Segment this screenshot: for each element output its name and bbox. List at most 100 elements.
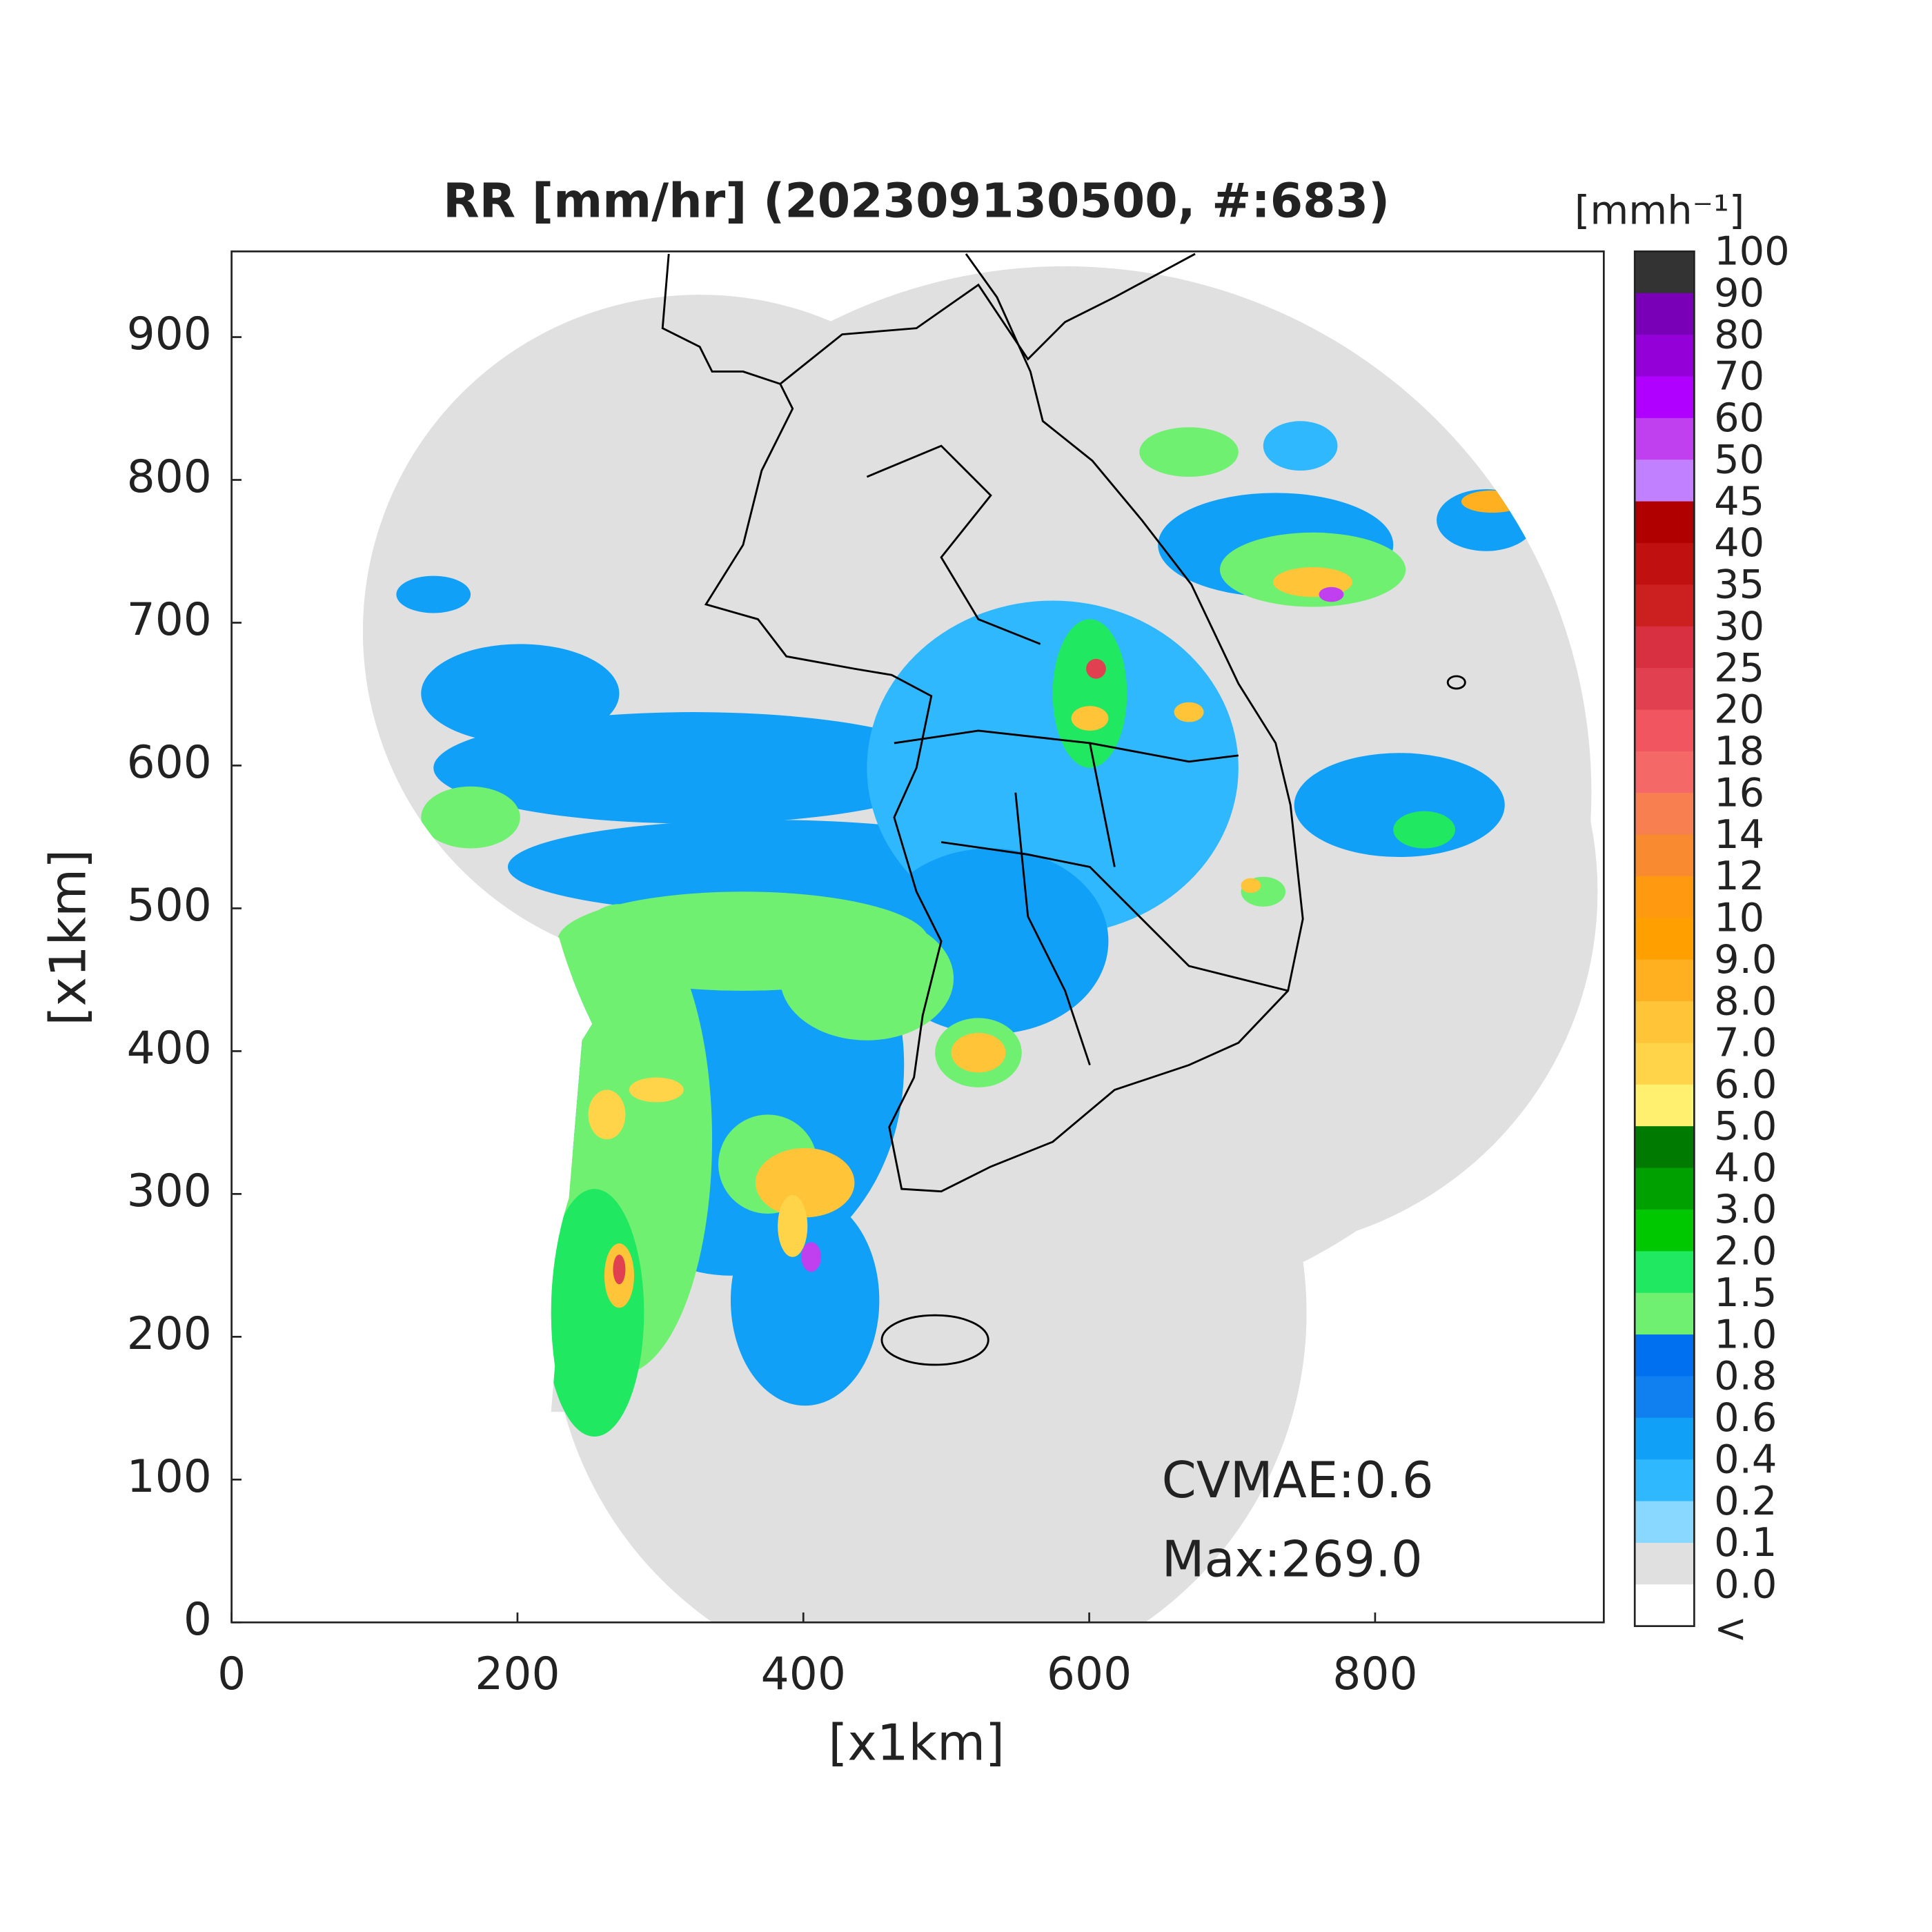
colorbar-segment xyxy=(1635,1376,1695,1419)
rain-cell xyxy=(544,1189,644,1437)
colorbar-tick-label: 80 xyxy=(1714,311,1764,357)
colorbar-segment xyxy=(1635,542,1695,586)
colorbar-segment xyxy=(1635,668,1695,711)
colorbar-tick-label: 18 xyxy=(1714,728,1764,774)
rain-cell xyxy=(396,575,471,613)
colorbar-segment xyxy=(1635,793,1695,836)
colorbar-segment xyxy=(1635,709,1695,752)
colorbar-tick-label: 25 xyxy=(1714,644,1764,691)
colorbar-segment xyxy=(1635,1001,1695,1044)
rain-cell xyxy=(629,1077,684,1103)
colorbar-tick-label: 0.2 xyxy=(1714,1478,1777,1524)
colorbar-segment xyxy=(1635,1251,1695,1294)
rain-cell xyxy=(730,1195,880,1406)
colorbar-tick-label: 2.0 xyxy=(1714,1228,1777,1274)
rain-cell xyxy=(780,916,954,1041)
colorbar-tick-label: 60 xyxy=(1714,395,1764,441)
rain-cell xyxy=(1294,753,1505,858)
colorbar-segment xyxy=(1635,1167,1695,1210)
rain-cell xyxy=(1086,658,1106,679)
colorbar-tick-label: 4.0 xyxy=(1714,1145,1777,1191)
colorbar-segment xyxy=(1635,1459,1695,1502)
x-axis-label: [x1km] xyxy=(828,1713,1005,1771)
colorbar-segment xyxy=(1635,1084,1695,1127)
coastlines xyxy=(661,253,1466,1366)
y-tick-label: 900 xyxy=(127,308,212,360)
y-tick-label: 0 xyxy=(184,1594,212,1646)
colorbar-tick-label: 0.4 xyxy=(1714,1436,1777,1482)
y-axis-label: [x1km] xyxy=(39,849,97,1026)
annotation: CVMAE:0.6 xyxy=(1162,1451,1434,1509)
colorbar-segment xyxy=(1635,417,1695,461)
rain-cell xyxy=(951,1032,1006,1073)
colorbar-tick-label: 45 xyxy=(1714,478,1764,524)
rain-cell xyxy=(1052,619,1127,768)
colorbar-tick-label: 9.0 xyxy=(1714,936,1777,983)
colorbar-tick-label: 10 xyxy=(1714,895,1764,941)
colorbar-tick-label: 5.0 xyxy=(1714,1103,1777,1149)
x-tick-label: 200 xyxy=(475,1648,560,1700)
colorbar-segment xyxy=(1635,293,1695,336)
jeju-island xyxy=(880,1314,989,1366)
colorbar-tick-label: 8.0 xyxy=(1714,978,1777,1024)
colorbar-segment xyxy=(1635,1417,1695,1461)
y-tick-label: 700 xyxy=(127,594,212,646)
colorbar-segment xyxy=(1635,1209,1695,1252)
x-tick-label: 400 xyxy=(761,1648,846,1700)
colorbar-tick-label: 0.6 xyxy=(1714,1394,1777,1441)
colorbar-tick-label: 35 xyxy=(1714,562,1764,608)
rain-cell xyxy=(778,1195,808,1257)
colorbar-segment xyxy=(1635,751,1695,794)
rain-cell xyxy=(801,1242,821,1272)
colorbar-segment xyxy=(1635,501,1695,544)
annotation: Max:269.0 xyxy=(1162,1530,1423,1588)
rain-cell xyxy=(867,600,1239,936)
rain-cell xyxy=(421,644,620,743)
rain-cell xyxy=(1461,490,1524,513)
rain-field xyxy=(396,421,1536,1437)
province-borders xyxy=(866,444,1289,1066)
y-tick-label: 800 xyxy=(127,451,212,503)
rain-cell xyxy=(1174,702,1204,722)
colorbar-tick-label: 20 xyxy=(1714,687,1764,733)
northern-border xyxy=(779,253,1196,385)
colorbar-segment xyxy=(1635,584,1695,627)
colorbar-tick-label: 0.8 xyxy=(1714,1353,1777,1399)
colorbar-segment xyxy=(1635,1334,1695,1377)
colorbar-segment xyxy=(1635,959,1695,1002)
colorbar-segment xyxy=(1635,1542,1695,1586)
y-tick-label: 200 xyxy=(127,1308,212,1360)
colorbar-tick-label: 14 xyxy=(1714,811,1764,858)
colorbar-tick-label: 90 xyxy=(1714,270,1764,316)
colorbar-segment xyxy=(1635,834,1695,877)
plot-frame xyxy=(230,250,1605,1624)
map-area xyxy=(362,253,1598,1623)
rain-cell xyxy=(1263,421,1338,471)
x-tick-label: 800 xyxy=(1332,1648,1417,1700)
colorbar-tick-label: 3.0 xyxy=(1714,1186,1777,1232)
rain-cell xyxy=(433,712,954,824)
rain-cell xyxy=(421,786,520,849)
peninsula-outline xyxy=(661,253,1304,1193)
rain-cell xyxy=(755,1147,855,1218)
colorbar-segment xyxy=(1635,1126,1695,1169)
colorbar-segment xyxy=(1635,376,1695,419)
colorbar-segment xyxy=(1635,335,1695,377)
colorbar-segment xyxy=(1635,1043,1695,1085)
colorbar-segment xyxy=(1635,460,1695,502)
colorbar-tick-label: 30 xyxy=(1714,603,1764,649)
rain-cell xyxy=(1241,878,1261,894)
colorbar-segment xyxy=(1635,1501,1695,1544)
rain-cell xyxy=(588,1090,626,1140)
y-tick-label: 100 xyxy=(127,1451,212,1503)
rain-cell xyxy=(1319,586,1344,602)
colorbar-tick-label: 7.0 xyxy=(1714,1020,1777,1066)
x-tick-label: 600 xyxy=(1047,1648,1132,1700)
colorbar-frame xyxy=(1633,250,1695,1628)
y-tick-label: 500 xyxy=(127,880,212,931)
colorbar-tick-label: 40 xyxy=(1714,520,1764,566)
colorbar-tick-label: 12 xyxy=(1714,853,1764,899)
rain-cell xyxy=(613,1254,626,1285)
radar-coverage xyxy=(362,266,1598,1623)
colorbar-tick-label: 1.0 xyxy=(1714,1311,1777,1357)
